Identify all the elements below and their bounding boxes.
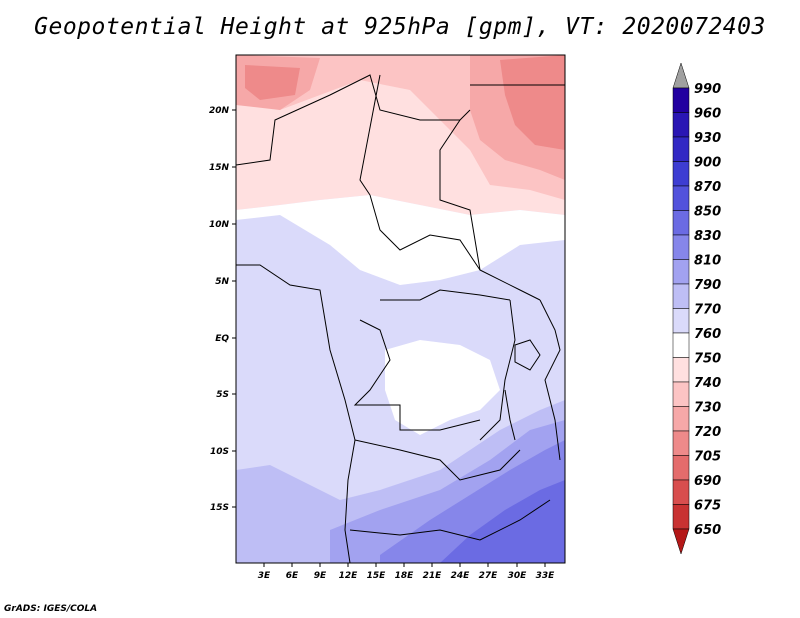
lat-labels: 20N 15N 10N 5N EQ 5S 10S 15S: [209, 106, 230, 513]
colorbar-label: 930: [694, 131, 721, 146]
lon-label: 21E: [423, 571, 443, 581]
border-car: [369, 194, 481, 271]
colorbar-label: 850: [694, 205, 721, 220]
colorbar-label: 750: [694, 352, 721, 367]
chart-title: Geopotential Height at 925hPa [gpm], VT:…: [34, 14, 766, 40]
field-760-band: [236, 195, 565, 285]
colorbar-swatch: [672, 381, 690, 407]
border-sudan: [439, 119, 541, 301]
credit-text: GrADS: IGES/COLA: [4, 604, 98, 614]
border-angola-zambia: [354, 439, 521, 481]
lon-label: 33E: [536, 571, 556, 581]
plot-frame: [235, 54, 566, 564]
lat-label: 10N: [209, 220, 230, 230]
colorbar-swatch: [672, 210, 690, 236]
colorbar-label: 650: [694, 523, 721, 538]
colorbar-swatch: [672, 479, 690, 505]
lon-label: 3E: [258, 571, 271, 581]
lon-label: 27E: [479, 571, 499, 581]
lake-victoria: [514, 339, 541, 371]
field-850-band: [440, 480, 565, 563]
lat-ticks: [232, 109, 236, 508]
colorbar-label: 900: [694, 156, 721, 171]
colorbar-swatch: [672, 308, 690, 334]
colorbar-label: 810: [694, 254, 721, 269]
lat-label: 5N: [215, 277, 229, 287]
lake-tanganyika: [504, 389, 516, 441]
colorbar-label: 790: [694, 278, 721, 293]
colorbar: 990 960 930 900 870 850 830 810 790 770 760 750 740 7…: [672, 62, 721, 555]
border-southern: [349, 499, 551, 541]
field-720-band-ne: [500, 55, 565, 150]
colorbar-swatch: [672, 430, 690, 456]
field-760-congo: [385, 340, 500, 435]
colorbar-label: 690: [694, 474, 721, 489]
border-sahel: [236, 74, 471, 166]
field-720-band-nw: [245, 65, 300, 100]
colorbar-label: 960: [694, 107, 721, 122]
lon-label: 15E: [367, 571, 387, 581]
colorbar-swatch: [672, 161, 690, 187]
lon-label: 9E: [314, 571, 327, 581]
lat-label: 15N: [209, 163, 230, 173]
coastline-west: [236, 264, 356, 563]
colorbar-label: 870: [694, 180, 721, 195]
country-borders: [236, 74, 565, 563]
lat-label: 15S: [210, 503, 229, 513]
lat-label: EQ: [215, 334, 229, 344]
lon-label: 12E: [339, 571, 359, 581]
colorbar-label: 760: [694, 327, 721, 342]
colorbar-label: 830: [694, 229, 721, 244]
colorbar-label: 770: [694, 303, 721, 318]
lon-ticks: [263, 563, 546, 567]
colorbar-label: 730: [694, 401, 721, 416]
border-chad: [359, 74, 381, 196]
lon-labels: 3E 6E 9E 12E 15E 18E 21E 24E 27E 30E 33E: [258, 571, 555, 581]
colorbar-swatch: [672, 406, 690, 432]
border-drc-east: [479, 299, 516, 441]
lat-label: 10S: [210, 447, 229, 457]
colorbar-swatch: [672, 136, 690, 162]
border-drc-north: [380, 289, 511, 301]
border-drc-west: [353, 319, 481, 431]
border-east: [539, 299, 561, 461]
colorbar-swatch: [672, 185, 690, 211]
colorbar-top-arrow: [672, 62, 690, 89]
colorbar-label: 990: [694, 82, 721, 97]
colorbar-bottom-arrow: [672, 528, 690, 555]
colorbar-label: 675: [694, 499, 721, 514]
colorbar-swatch: [672, 112, 690, 138]
colorbar-swatch: [672, 283, 690, 309]
colorbar-swatch: [672, 234, 690, 260]
colorbar-label: 740: [694, 376, 721, 391]
lat-label: 20N: [209, 106, 230, 116]
colorbar-swatch: [672, 87, 690, 113]
lat-label: 5S: [216, 390, 229, 400]
lon-label: 30E: [508, 571, 528, 581]
colorbar-swatch: [672, 259, 690, 285]
colorbar-swatch: [672, 332, 690, 358]
colorbar-swatch: [672, 357, 690, 383]
colorbar-swatch: [672, 455, 690, 481]
lon-label: 6E: [286, 571, 299, 581]
colorbar-swatch: [672, 504, 690, 530]
colorbar-label: 705: [694, 450, 721, 465]
colorbar-label: 720: [694, 425, 721, 440]
lon-label: 24E: [451, 571, 471, 581]
height-field: [236, 55, 565, 563]
lon-label: 18E: [395, 571, 415, 581]
